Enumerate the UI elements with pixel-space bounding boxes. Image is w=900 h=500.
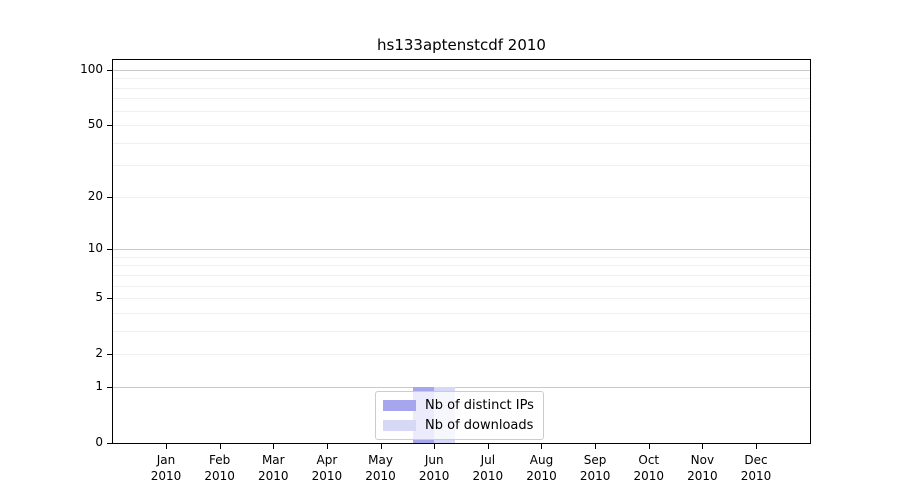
x-tick-mark: [648, 444, 650, 449]
x-tick-mark: [326, 444, 328, 449]
x-tick-year: 2010: [740, 469, 772, 483]
legend-label: Nb of downloads: [425, 418, 534, 433]
legend: Nb of distinct IPs Nb of downloads: [375, 391, 544, 440]
x-tick-month: Jan: [156, 453, 176, 467]
x-tick-year: 2010: [365, 469, 396, 483]
plot-area: Nb of distinct IPs Nb of downloads: [112, 59, 811, 444]
x-tick-year: 2010: [633, 469, 665, 483]
x-tick-label: Jan 2010: [136, 452, 196, 484]
x-tick-label: Nov 2010: [672, 452, 732, 484]
x-tick-mark: [595, 444, 597, 449]
x-tick-mark: [702, 444, 704, 449]
x-tick-mark: [273, 444, 275, 449]
y-tick-label: 0: [95, 435, 103, 449]
x-tick-mark: [380, 444, 382, 449]
x-tick-year: 2010: [472, 469, 504, 483]
x-tick-mark: [219, 444, 221, 449]
x-tick-year: 2010: [687, 469, 718, 483]
x-tick-mark: [487, 444, 489, 449]
minor-gridline: [113, 298, 810, 300]
x-tick-label: Aug 2010: [511, 452, 571, 484]
y-tick-mark: [107, 196, 112, 198]
x-tick-month: Sep: [583, 453, 607, 467]
minor-gridline: [113, 142, 810, 144]
minor-gridline: [113, 196, 810, 198]
minor-gridline: [113, 98, 810, 100]
x-tick-mark: [541, 444, 543, 449]
minor-gridline: [113, 265, 810, 267]
x-tick-year: 2010: [150, 469, 182, 483]
legend-entry: Nb of downloads: [383, 417, 534, 434]
x-tick-month: Dec: [744, 453, 768, 467]
legend-swatch: [383, 400, 416, 411]
x-tick-label: Feb 2010: [190, 452, 250, 484]
x-tick-year: 2010: [311, 469, 343, 483]
minor-gridline: [113, 330, 810, 332]
y-tick-label: 100: [80, 61, 103, 76]
x-tick-month: Apr: [316, 453, 338, 467]
minor-gridline: [113, 78, 810, 80]
x-tick-month: Nov: [690, 453, 715, 467]
minor-gridline: [113, 125, 810, 127]
x-tick-label: Oct 2010: [619, 452, 679, 484]
minor-gridline: [113, 87, 810, 89]
major-gridline: [113, 249, 810, 251]
y-tick-label: 1: [95, 378, 103, 393]
y-tick-label: 50: [87, 117, 103, 132]
x-tick-mark: [166, 444, 167, 449]
x-tick-label: May 2010: [351, 452, 411, 484]
x-tick-year: 2010: [526, 469, 557, 483]
x-tick-mark: [756, 444, 758, 449]
y-tick-mark: [107, 443, 112, 444]
x-tick-year: 2010: [257, 469, 289, 483]
y-tick-mark: [107, 249, 112, 251]
x-tick-label: Jun 2010: [404, 452, 464, 484]
x-tick-label: Sep 2010: [565, 452, 625, 484]
x-tick-label: Dec 2010: [726, 452, 786, 484]
minor-gridline: [113, 110, 810, 112]
chart-title: hs133aptenstcdf 2010: [377, 36, 546, 54]
minor-gridline: [113, 285, 810, 287]
y-tick-label: 2: [95, 346, 103, 361]
y-tick-label: 10: [87, 241, 103, 256]
minor-gridline: [113, 312, 810, 314]
x-tick-month: Mar: [261, 453, 285, 467]
legend-swatch: [383, 420, 416, 431]
legend-entry: Nb of distinct IPs: [383, 397, 534, 414]
x-tick-month: Aug: [529, 453, 554, 467]
y-tick-label: 20: [87, 188, 103, 203]
x-tick-mark: [434, 444, 436, 449]
x-tick-label: Mar 2010: [243, 452, 303, 484]
x-tick-year: 2010: [204, 469, 235, 483]
x-tick-month: Oct: [638, 453, 660, 467]
major-gridline: [113, 386, 810, 388]
x-tick-year: 2010: [418, 469, 450, 483]
x-tick-month: May: [368, 453, 393, 467]
x-tick-month: Jun: [424, 453, 444, 467]
minor-gridline: [113, 274, 810, 276]
x-tick-label: Apr 2010: [297, 452, 357, 484]
y-tick-mark: [107, 69, 112, 71]
major-gridline: [113, 69, 810, 71]
minor-gridline: [113, 256, 810, 258]
x-tick-year: 2010: [579, 469, 611, 483]
y-tick-mark: [107, 125, 112, 127]
x-tick-label: Jul 2010: [458, 452, 518, 484]
minor-gridline: [113, 354, 810, 356]
y-tick-mark: [107, 298, 112, 300]
y-tick-mark: [107, 354, 112, 356]
legend-label: Nb of distinct IPs: [425, 398, 534, 413]
x-tick-month: Feb: [209, 453, 231, 467]
x-tick-month: Jul: [480, 453, 496, 467]
y-tick-mark: [107, 386, 112, 388]
minor-gridline: [113, 165, 810, 167]
y-tick-label: 5: [95, 290, 103, 305]
